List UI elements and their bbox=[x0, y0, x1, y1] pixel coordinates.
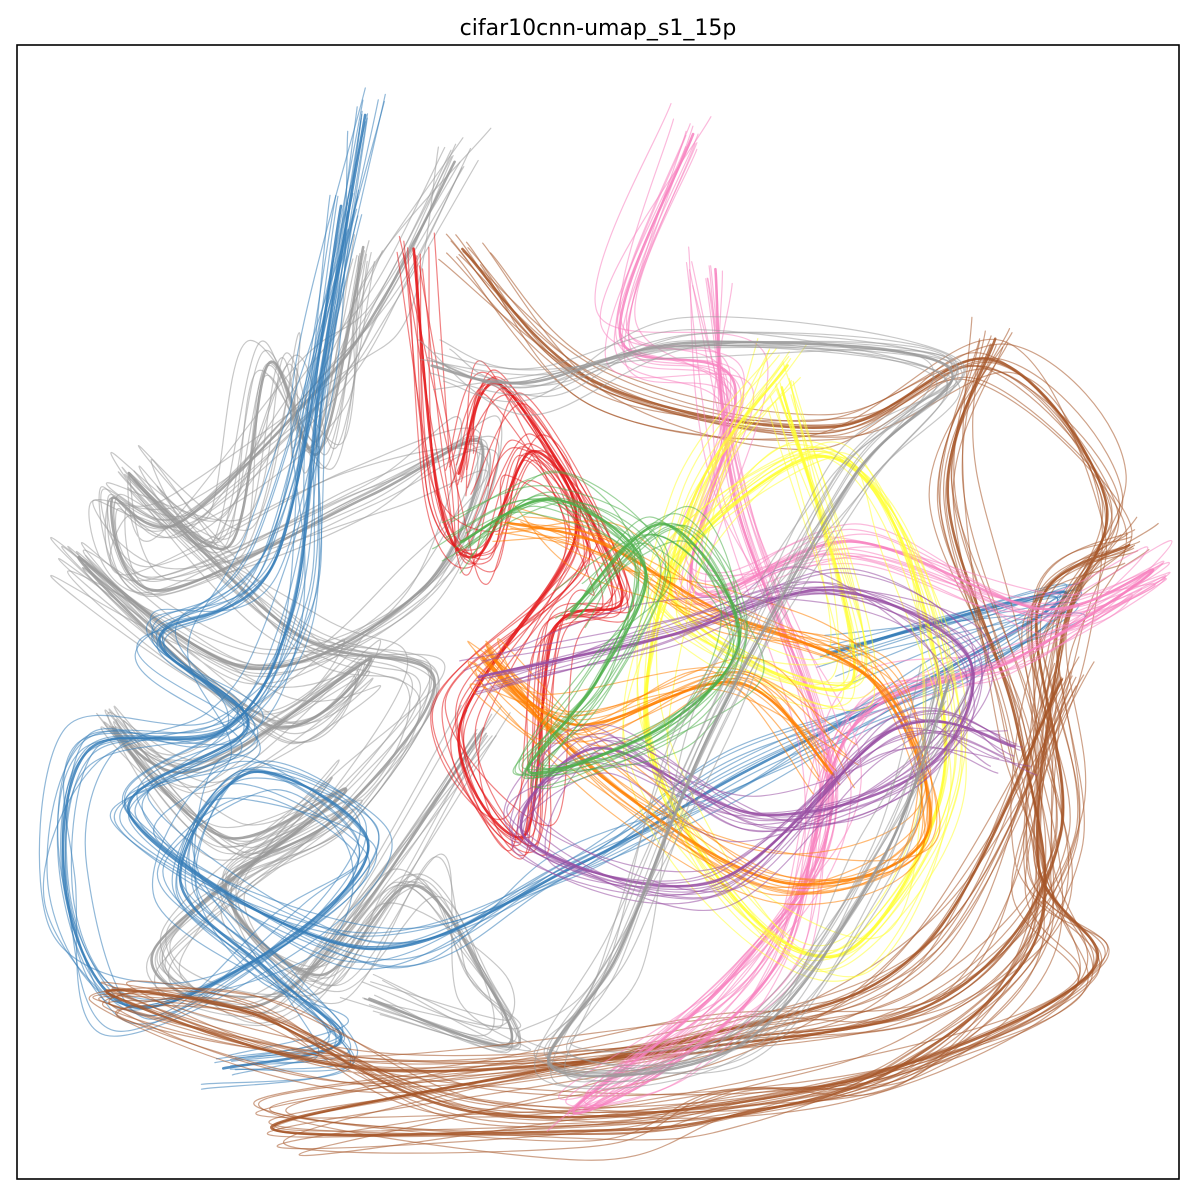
series-6-trace bbox=[258, 346, 1080, 1161]
series-1-trace bbox=[138, 254, 520, 1047]
series-1-trace bbox=[137, 258, 512, 1021]
series-12-trace bbox=[433, 343, 970, 1074]
series-3-trace bbox=[136, 196, 1066, 970]
series-6-trace bbox=[283, 338, 1077, 1154]
series-1-trace bbox=[121, 253, 514, 1054]
series-6-trace bbox=[270, 337, 1063, 1137]
series-11-trace bbox=[465, 491, 743, 780]
series-4-trace bbox=[418, 265, 600, 820]
series-6-trace bbox=[266, 330, 1073, 1138]
series-12-trace bbox=[433, 328, 949, 1090]
trajectory-traces bbox=[38, 87, 1173, 1161]
series-0-trace bbox=[85, 146, 463, 1005]
series-10-trace bbox=[459, 587, 991, 900]
series-11-trace bbox=[432, 498, 740, 777]
series-11-trace bbox=[450, 472, 765, 790]
series-6-trace bbox=[285, 328, 1077, 1135]
plot-frame bbox=[16, 44, 1180, 1180]
series-11-trace bbox=[459, 470, 722, 788]
series-6-trace bbox=[255, 316, 1056, 1119]
series-0-trace bbox=[81, 127, 492, 998]
series-11-trace bbox=[465, 511, 731, 777]
series-10-trace bbox=[475, 581, 1021, 905]
chart-title: cifar10cnn-umap_s1_15p bbox=[460, 16, 737, 41]
series-3-trace bbox=[136, 184, 1086, 945]
series-5-trace bbox=[126, 251, 1126, 1123]
series-11-trace bbox=[445, 499, 740, 779]
series-12-trace bbox=[430, 340, 954, 1078]
series-12-trace bbox=[418, 339, 967, 1075]
series-12-trace bbox=[449, 344, 961, 1075]
series-8-trace bbox=[645, 348, 962, 962]
series-0-trace bbox=[67, 166, 499, 1014]
series-12-trace bbox=[427, 340, 947, 1067]
series-3-trace bbox=[124, 194, 1059, 948]
series-4-trace bbox=[398, 235, 621, 827]
series-1-trace bbox=[128, 252, 513, 1052]
series-10-trace bbox=[463, 596, 1032, 888]
series-8-trace bbox=[643, 354, 956, 952]
series-12-trace bbox=[442, 316, 968, 1053]
series-10-trace bbox=[488, 592, 1001, 893]
series-3-trace bbox=[141, 194, 1059, 963]
series-9-trace bbox=[487, 521, 933, 894]
series-2-trace bbox=[62, 87, 393, 1061]
series-5-trace bbox=[116, 264, 1132, 1118]
series-11-trace bbox=[441, 485, 738, 770]
series-5-trace bbox=[98, 240, 1129, 1109]
series-6-trace bbox=[298, 364, 1095, 1157]
series-4-trace bbox=[421, 268, 613, 860]
series-11-trace bbox=[461, 496, 748, 771]
series-2-trace bbox=[84, 130, 359, 1090]
series-3-trace bbox=[153, 228, 1083, 930]
series-2-trace bbox=[64, 106, 361, 1071]
series-12-trace bbox=[439, 339, 959, 1083]
series-9-trace bbox=[475, 527, 923, 883]
series-8-trace bbox=[636, 348, 967, 973]
series-0-trace bbox=[58, 147, 490, 1014]
series-9-trace bbox=[474, 527, 923, 896]
series-1-trace bbox=[156, 255, 532, 1052]
series-7-trace bbox=[558, 148, 1173, 1101]
